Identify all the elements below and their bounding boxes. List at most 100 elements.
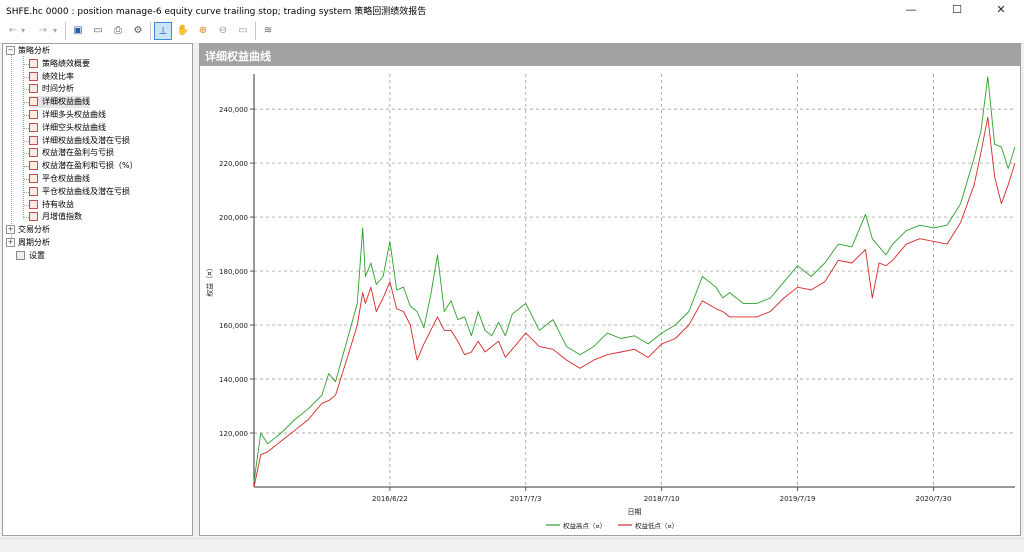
- expand-toggle-icon[interactable]: −: [6, 46, 15, 55]
- tree-connector: [24, 63, 29, 65]
- equity-chart[interactable]: 120,000 140,000 160,000 180,000 200,000 220,0…: [200, 66, 1020, 535]
- report-icon: [29, 84, 38, 94]
- report-icon: [29, 71, 38, 81]
- tree-connector: [24, 102, 29, 104]
- tree-item[interactable]: 月增值指数: [29, 211, 82, 223]
- back-menu-icon[interactable]: ▾: [20, 26, 25, 35]
- tree-group-label: 策略分析: [18, 46, 50, 55]
- tree-group[interactable]: − 策略分析: [6, 45, 50, 57]
- tree-connector: [24, 89, 29, 91]
- x-axis-title: 日期: [628, 508, 642, 516]
- tree-item-label: 详细空头权益曲线: [42, 122, 106, 132]
- settings-icon: [16, 250, 25, 260]
- tree-group-label: 周期分析: [18, 238, 50, 247]
- tree-connector: [11, 55, 12, 246]
- open-icon[interactable]: ▭: [93, 25, 103, 36]
- tree-connector: [24, 179, 29, 180]
- back-icon[interactable]: ←: [8, 25, 18, 36]
- report-icon: [29, 58, 38, 68]
- window-title: SHFE.hc 0000 : position manage-6 equity …: [6, 7, 427, 17]
- expand-toggle-icon[interactable]: +: [6, 238, 15, 247]
- tree-item[interactable]: 权益潜在盈利与亏损: [29, 147, 114, 159]
- hand-pan-icon[interactable]: ✋: [176, 25, 190, 36]
- legend-label: 权益高点（¤）: [563, 521, 606, 530]
- crosshair-cursor-icon[interactable]: ⊥: [154, 22, 172, 40]
- tree-item[interactable]: 平仓权益曲线及潜在亏损: [29, 186, 130, 198]
- report-icon: [29, 212, 38, 222]
- tree-connector: [24, 153, 29, 155]
- gear-icon[interactable]: ⚙: [133, 25, 143, 36]
- content-panel: 详细权益曲线 120,000 140,000 160,000 180,000 200,0…: [199, 43, 1021, 536]
- tree-item-label: 持有收益: [42, 199, 74, 209]
- report-icon: [29, 110, 38, 119]
- fit-view-icon[interactable]: ▭: [238, 25, 248, 36]
- tree-item-label: 绩效比率: [42, 71, 74, 81]
- report-icon: [29, 174, 38, 183]
- tree-item-label: 月增值指数: [42, 212, 82, 222]
- x-tick-label: 2017/7/3: [510, 495, 541, 503]
- tree-item[interactable]: 详细多头权益曲线: [29, 109, 106, 121]
- tree-item[interactable]: 策略绩效概要: [29, 58, 90, 70]
- toolbar-separator: [255, 22, 256, 40]
- x-tick-label: 2018/7/10: [644, 495, 680, 503]
- settings-label: 设置: [29, 250, 45, 260]
- report-icon: [29, 186, 38, 196]
- toolbar-separator: [150, 22, 151, 40]
- forward-icon[interactable]: →: [38, 25, 48, 36]
- report-icon: [29, 122, 38, 132]
- y-tick-label: 160,000: [219, 322, 248, 330]
- tree-item-settings[interactable]: 设置: [16, 250, 45, 262]
- y-tick-label: 200,000: [219, 214, 248, 222]
- series-line-low: [253, 116, 1016, 488]
- panel-title: 详细权益曲线: [205, 50, 271, 63]
- tree-item-label: 详细权益曲线及潜在亏损: [42, 135, 130, 145]
- tree-connector: [24, 115, 29, 116]
- tree-group-label: 交易分析: [18, 225, 50, 235]
- tree-item[interactable]: 绩效比率: [29, 71, 74, 83]
- minimize-button[interactable]: —: [905, 3, 917, 16]
- print-icon[interactable]: ⎙: [114, 25, 122, 36]
- close-button[interactable]: ✕: [996, 3, 1006, 16]
- tree-group[interactable]: + 周期分析: [6, 237, 50, 249]
- layers-icon[interactable]: ≋: [263, 25, 273, 36]
- report-icon: [29, 199, 38, 209]
- title-bar: SHFE.hc 0000 : position manage-6 equity …: [0, 0, 1024, 19]
- tree-connector: [24, 191, 29, 193]
- tree-item[interactable]: 详细权益曲线: [29, 96, 90, 109]
- tree-item-label: 详细权益曲线: [42, 97, 90, 107]
- maximize-button[interactable]: ☐: [952, 3, 962, 16]
- report-icon: [29, 135, 38, 145]
- forward-menu-icon[interactable]: ▾: [52, 26, 57, 35]
- tree-item-label: 权益潜在盈利与亏损: [42, 148, 114, 158]
- tree-item[interactable]: 详细空头权益曲线: [29, 122, 106, 134]
- report-icon: [29, 148, 38, 158]
- y-tick-label: 180,000: [219, 268, 248, 276]
- y-tick-label: 240,000: [219, 106, 248, 114]
- y-axis-title: 权益（¤）: [205, 264, 214, 296]
- tree-group[interactable]: + 交易分析: [6, 224, 50, 236]
- tree-item[interactable]: 时间分析: [29, 83, 74, 95]
- expand-toggle-icon[interactable]: +: [6, 225, 15, 235]
- y-tick-label: 120,000: [219, 430, 248, 438]
- navigation-tree: − 策略分析 策略绩效概要 绩效比率 时间分析 详细权益曲线 详细多头权益曲线 详细空头权益曲…: [2, 43, 193, 536]
- tree-item[interactable]: 详细权益曲线及潜在亏损: [29, 135, 130, 147]
- tree-item-label: 策略绩效概要: [42, 58, 90, 68]
- report-icon: [29, 161, 38, 171]
- zoom-in-icon[interactable]: ⊕: [198, 25, 208, 36]
- x-tick-label: 2019/7/19: [780, 495, 816, 503]
- tree-connector: [24, 76, 29, 78]
- tree-connector: [24, 127, 29, 129]
- tree-connector: [23, 56, 24, 219]
- tree-item[interactable]: 平仓权益曲线: [29, 173, 90, 185]
- tree-item-label: 权益潜在盈利和亏损（%）: [42, 161, 138, 171]
- tree-connector: [24, 204, 29, 206]
- tree-item[interactable]: 持有收益: [29, 199, 74, 211]
- save-icon[interactable]: ▣: [73, 25, 83, 36]
- tree-item-label: 时间分析: [42, 84, 74, 94]
- series-line-high: [253, 76, 1016, 482]
- legend-label: 权益低点（¤）: [635, 521, 678, 530]
- zoom-out-icon[interactable]: ⊖: [218, 25, 228, 36]
- x-tick-label: 2020/7/30: [916, 495, 952, 503]
- tree-item[interactable]: 权益潜在盈利和亏损（%）: [29, 160, 138, 172]
- tree-connector: [24, 217, 29, 219]
